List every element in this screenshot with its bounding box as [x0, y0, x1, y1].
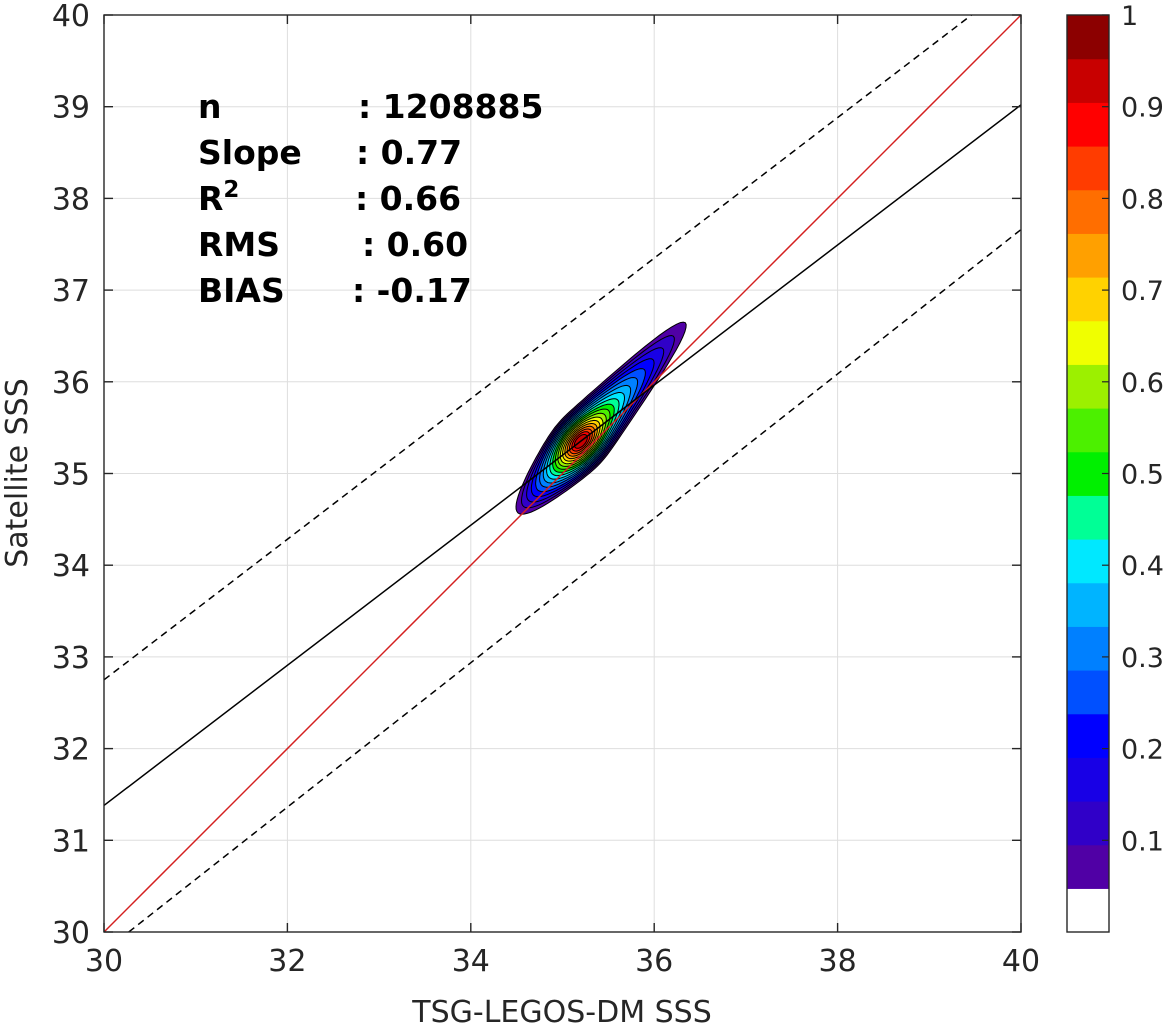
- colorbar: 0.1 0.2 0.3 0.4 0.5 0.6 0.7 0.8 0.9 1: [1066, 1, 1164, 933]
- colorbar-band: [1067, 320, 1109, 365]
- y-tick-label: 35: [52, 458, 90, 493]
- axis-ticks: 30 32 34 36 38 40 30 31 32 33 34 35 36 37 38 39 40: [52, 0, 1040, 979]
- stat-label: RMS: [198, 225, 280, 264]
- y-axis-label: Satellite SSS: [0, 378, 35, 568]
- colorbar-tick-label: 0.8: [1121, 184, 1164, 215]
- colorbar-tick-label: 0.6: [1121, 368, 1164, 399]
- colorbar-tick-label: 0.5: [1121, 460, 1164, 491]
- colorbar-band: [1067, 364, 1109, 409]
- colorbar-band: [1067, 844, 1109, 889]
- colorbar-band: [1067, 888, 1109, 933]
- colorbar-band: [1067, 102, 1109, 147]
- colorbar-tick-label: 0.1: [1121, 826, 1164, 857]
- colorbar-tick-label: 0.7: [1121, 276, 1164, 307]
- stat-label: BIAS: [198, 271, 285, 310]
- y-tick-label: 38: [52, 182, 90, 217]
- line-regression: [104, 104, 1021, 807]
- stat-value: : 0.77: [356, 133, 462, 172]
- y-tick-label: 40: [52, 0, 90, 34]
- stat-label: n: [198, 87, 222, 126]
- colorbar-band: [1067, 189, 1109, 234]
- colorbar-band: [1067, 539, 1109, 584]
- line-lower-bound: [128, 228, 1021, 932]
- colorbar-band: [1067, 582, 1109, 627]
- colorbar-tick-label: 1: [1121, 1, 1138, 32]
- x-tick-label: 32: [268, 944, 306, 979]
- x-tick-label: 34: [452, 944, 490, 979]
- colorbar-band: [1067, 495, 1109, 540]
- colorbar-tick-label: 0.2: [1121, 735, 1164, 766]
- colorbar-band: [1067, 801, 1109, 846]
- colorbar-band: [1067, 58, 1109, 103]
- x-tick-label: 36: [635, 944, 673, 979]
- y-tick-label: 34: [52, 549, 90, 584]
- stat-value: : 1208885: [358, 87, 543, 126]
- colorbar-band: [1067, 277, 1109, 322]
- colorbar-tick-label: 0.9: [1121, 93, 1164, 124]
- colorbar-band: [1067, 233, 1109, 278]
- stat-value: : 0.60: [362, 225, 468, 264]
- line-upper-bound: [104, 15, 972, 681]
- colorbar-band: [1067, 757, 1109, 802]
- density-contours: [515, 321, 687, 515]
- y-tick-label: 33: [52, 641, 90, 676]
- colorbar-band: [1067, 670, 1109, 715]
- stat-label: Slope: [198, 133, 302, 172]
- colorbar-band: [1067, 626, 1109, 671]
- y-tick-label: 31: [52, 824, 90, 859]
- x-tick-label: 30: [85, 944, 123, 979]
- colorbar-tick-label: 0.4: [1121, 551, 1164, 582]
- y-tick-label: 30: [52, 916, 90, 951]
- colorbar-band: [1067, 408, 1109, 453]
- grid: [103, 14, 1022, 933]
- colorbar-band: [1067, 15, 1109, 60]
- x-tick-label: 38: [819, 944, 857, 979]
- colorbar-band: [1067, 713, 1109, 758]
- stat-value: : -0.17: [352, 271, 472, 310]
- y-tick-label: 32: [52, 733, 90, 768]
- colorbar-band: [1067, 146, 1109, 191]
- x-tick-label: 40: [1002, 944, 1040, 979]
- reference-lines: [104, 15, 1021, 932]
- colorbar-tick-label: 0.3: [1121, 643, 1164, 674]
- x-axis-label: TSG-LEGOS-DM SSS: [411, 995, 712, 1028]
- y-tick-label: 37: [52, 274, 90, 309]
- y-tick-label: 36: [52, 366, 90, 401]
- y-tick-label: 39: [52, 91, 90, 126]
- line-one-to-one: [104, 15, 1021, 932]
- stat-value: : 0.66: [355, 179, 461, 218]
